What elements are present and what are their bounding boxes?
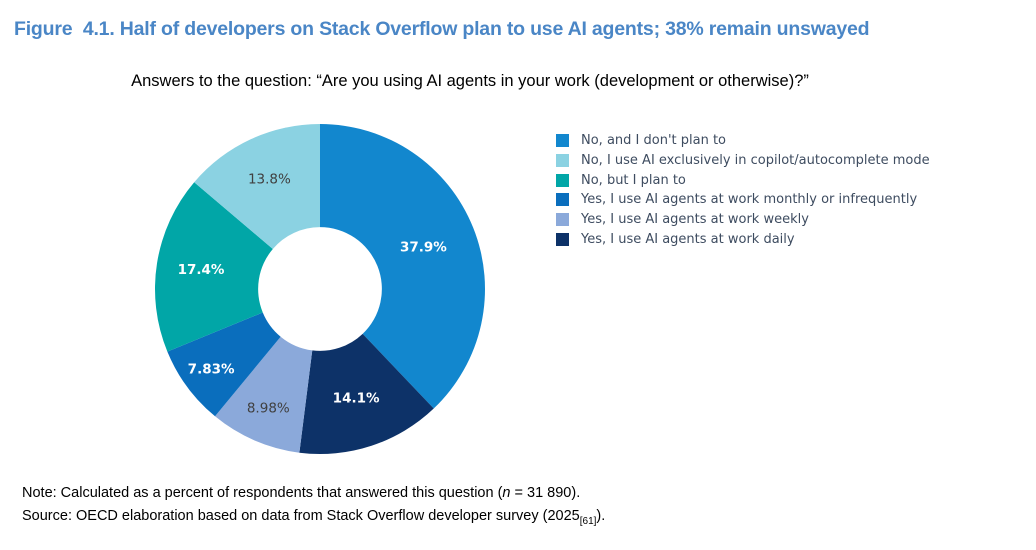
figure-title: Figure 4.1. Half of developers on Stack … bbox=[14, 18, 870, 40]
slice-value-label: 17.4% bbox=[178, 262, 225, 278]
legend-item: No, and I don't plan to bbox=[556, 131, 930, 151]
note-line: Note: Calculated as a percent of respond… bbox=[22, 485, 581, 501]
slice-value-label: 14.1% bbox=[333, 391, 380, 407]
donut-slice bbox=[155, 182, 273, 352]
legend-swatch bbox=[556, 213, 569, 227]
donut-slice bbox=[215, 336, 313, 453]
slice-value-label: 8.98% bbox=[247, 401, 290, 417]
legend-item: Yes, I use AI agents at work daily bbox=[556, 229, 930, 249]
donut-slice bbox=[167, 312, 281, 417]
legend-item: No, but I plan to bbox=[556, 170, 930, 190]
donut-slice bbox=[320, 124, 485, 409]
legend-label: No, but I plan to bbox=[581, 172, 686, 188]
slice-value-label: 7.83% bbox=[188, 361, 235, 377]
legend-item: Yes, I use AI agents at work weekly bbox=[556, 210, 930, 230]
legend-swatch bbox=[556, 134, 569, 148]
legend-item: No, I use AI exclusively in copilot/auto… bbox=[556, 151, 930, 171]
legend-label: No, I use AI exclusively in copilot/auto… bbox=[581, 153, 930, 169]
legend-swatch bbox=[556, 173, 569, 187]
legend-item: Yes, I use AI agents at work monthly or … bbox=[556, 190, 930, 210]
donut-slice bbox=[194, 124, 320, 249]
chart-legend: No, and I don't plan to No, I use AI excl… bbox=[556, 131, 930, 249]
note-n-italic: n bbox=[502, 485, 511, 501]
slice-value-label: 13.8% bbox=[248, 172, 291, 188]
source-citation-subscript: [61] bbox=[579, 515, 597, 527]
legend-label: No, and I don't plan to bbox=[581, 133, 726, 149]
legend-label: Yes, I use AI agents at work daily bbox=[581, 231, 795, 247]
legend-swatch bbox=[556, 154, 569, 168]
legend-swatch bbox=[556, 232, 569, 246]
legend-label: Yes, I use AI agents at work weekly bbox=[581, 212, 809, 228]
donut-chart: 37.9% 14.1% 8.98% 7.83% 17.4% 13.8% bbox=[155, 124, 485, 455]
slice-value-label: 37.9% bbox=[400, 240, 447, 256]
legend-label: Yes, I use AI agents at work monthly or … bbox=[581, 192, 918, 208]
figure-notes: Note: Calculated as a percent of respond… bbox=[22, 482, 605, 528]
source-line: Source: OECD elaboration based on data f… bbox=[22, 508, 606, 527]
figure-subtitle: Answers to the question: “Are you using … bbox=[131, 72, 809, 90]
legend-swatch bbox=[556, 193, 569, 207]
donut-chart-container: 37.9% 14.1% 8.98% 7.83% 17.4% 13.8% bbox=[135, 104, 505, 474]
donut-slice bbox=[299, 333, 434, 455]
